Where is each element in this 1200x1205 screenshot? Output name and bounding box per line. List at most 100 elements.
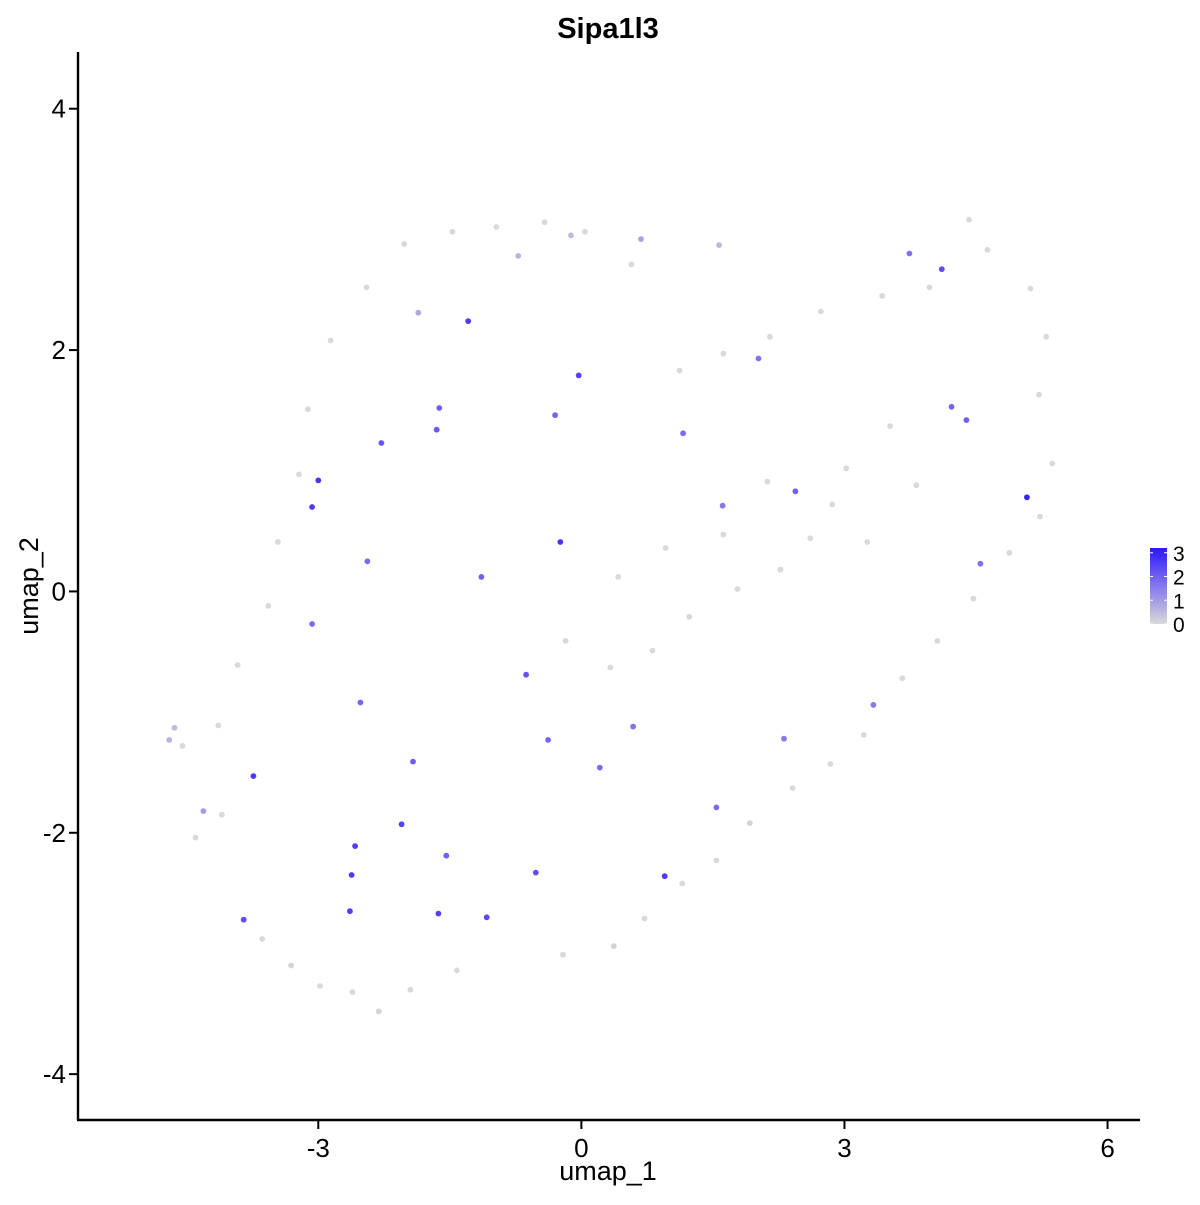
legend-tick-label: 3 bbox=[1173, 543, 1185, 566]
scatter-point bbox=[615, 574, 622, 580]
scatter-point bbox=[493, 224, 500, 230]
scatter-point bbox=[200, 808, 207, 814]
x-axis-label: umap_1 bbox=[559, 1156, 657, 1186]
scatter-point bbox=[401, 241, 408, 247]
scatter-point bbox=[680, 430, 686, 437]
scatter-point bbox=[899, 675, 906, 682]
scatter-point bbox=[860, 732, 867, 738]
scatter-point bbox=[557, 539, 564, 545]
scatter-point bbox=[948, 403, 955, 410]
scatter-point bbox=[552, 412, 558, 419]
scatter-point bbox=[436, 405, 443, 411]
scatter-point bbox=[449, 228, 456, 235]
x-tick-label: 3 bbox=[837, 1133, 851, 1163]
scatter-point bbox=[398, 821, 405, 828]
scatter-point bbox=[575, 372, 582, 379]
scatter-point bbox=[349, 989, 356, 995]
x-tick-label: -3 bbox=[307, 1133, 330, 1163]
scatter-point bbox=[817, 308, 824, 315]
scatter-point bbox=[541, 219, 548, 226]
scatter-point bbox=[218, 811, 225, 818]
scatter-point bbox=[523, 671, 529, 678]
scatter-point bbox=[357, 699, 364, 706]
scatter-point bbox=[638, 236, 644, 243]
scatter-point bbox=[435, 910, 442, 917]
scatter-point bbox=[977, 560, 984, 567]
scatter-point bbox=[719, 502, 726, 509]
scatter-point bbox=[1049, 460, 1056, 467]
scatter-point bbox=[433, 426, 440, 433]
scatter-point bbox=[1024, 494, 1030, 501]
scatter-point bbox=[746, 820, 753, 826]
scatter-point bbox=[327, 337, 334, 344]
scatter-point bbox=[649, 647, 656, 654]
scatter-point bbox=[515, 253, 522, 259]
scatter-point bbox=[364, 558, 371, 565]
scatter-point bbox=[240, 916, 247, 923]
scatter-point bbox=[610, 943, 617, 950]
scatter-point bbox=[879, 292, 886, 299]
scatter-point bbox=[562, 638, 569, 644]
scatter-point bbox=[713, 857, 720, 864]
axes bbox=[76, 52, 1140, 1122]
scatter-point bbox=[1027, 285, 1034, 292]
scatter-point bbox=[792, 488, 799, 495]
scatter-point bbox=[568, 232, 574, 239]
scatter-point bbox=[789, 785, 796, 791]
scatter-point bbox=[734, 586, 741, 592]
scatter-point bbox=[275, 539, 281, 545]
scatter-point bbox=[309, 504, 315, 510]
scatter-point bbox=[1037, 513, 1043, 520]
scatter-point bbox=[764, 478, 771, 485]
scatter-point bbox=[767, 333, 773, 340]
legend-tick-label: 2 bbox=[1173, 567, 1185, 590]
scatter-point bbox=[348, 872, 355, 878]
scatter-point bbox=[686, 613, 693, 620]
scatter-point bbox=[363, 284, 370, 291]
scatter-point bbox=[192, 834, 199, 841]
scatter-point bbox=[641, 915, 648, 922]
scatter-point bbox=[630, 723, 636, 730]
scatter-point bbox=[250, 773, 257, 779]
scatter-point bbox=[938, 266, 945, 273]
scatter-point bbox=[864, 539, 871, 545]
scatter-point bbox=[970, 595, 977, 602]
scatter-point bbox=[352, 843, 358, 849]
scatter-point bbox=[755, 355, 762, 362]
scatter-point bbox=[309, 621, 315, 627]
scatter-point bbox=[265, 603, 272, 609]
scatter-point bbox=[483, 914, 490, 921]
scatter-point bbox=[443, 852, 450, 859]
scatter-point bbox=[317, 983, 323, 989]
scatter-point bbox=[304, 406, 311, 413]
scatter-point bbox=[215, 722, 222, 729]
scatter-point bbox=[661, 873, 668, 880]
scatter-point bbox=[870, 702, 877, 708]
scatter-point bbox=[829, 501, 836, 508]
scatter-point bbox=[375, 1008, 382, 1015]
scatter-point bbox=[720, 350, 727, 357]
scatter-point bbox=[532, 869, 539, 876]
chart-title: Sipa1l3 bbox=[557, 13, 659, 45]
y-tick-label: -2 bbox=[43, 818, 66, 848]
scatter-point bbox=[966, 216, 972, 223]
scatter-point bbox=[410, 758, 416, 765]
scatter-point bbox=[926, 284, 933, 291]
legend-tick-label: 0 bbox=[1173, 614, 1185, 637]
scatter-point bbox=[415, 309, 422, 316]
scatter-point bbox=[628, 261, 635, 268]
x-tick-label: 0 bbox=[574, 1133, 588, 1163]
scatter-point bbox=[347, 908, 353, 915]
y-tick-label: 0 bbox=[52, 576, 66, 606]
scatter-point bbox=[407, 986, 414, 993]
scatter-point bbox=[807, 535, 814, 542]
scatter-point bbox=[1006, 549, 1013, 556]
scatter-point bbox=[934, 638, 941, 644]
scatter-point bbox=[596, 764, 603, 771]
scatter-point bbox=[906, 250, 913, 257]
scatter-point bbox=[296, 471, 302, 478]
scatter-point bbox=[315, 477, 322, 484]
scatter-point bbox=[1036, 391, 1042, 398]
